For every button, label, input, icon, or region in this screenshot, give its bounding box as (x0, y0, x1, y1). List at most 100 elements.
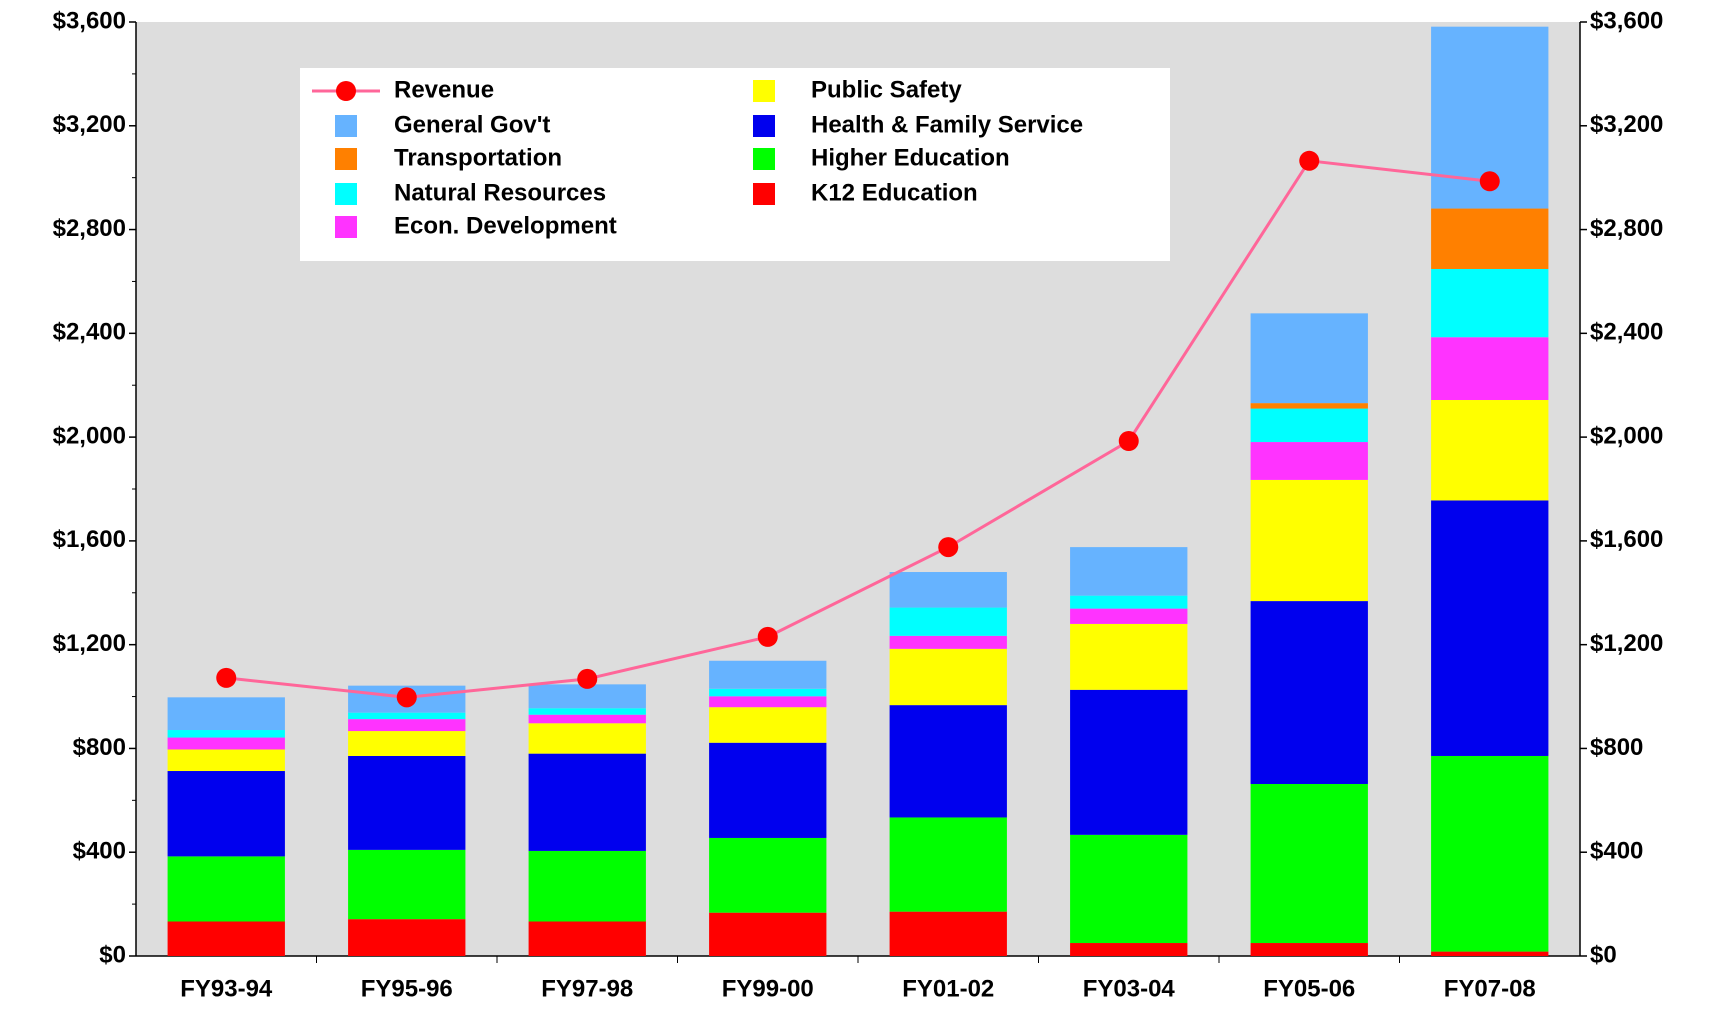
bar-segment (348, 919, 466, 956)
revenue-marker (757, 626, 778, 647)
bar-segment (1250, 479, 1368, 602)
bar-segment (709, 660, 827, 689)
y-tick-label: $2,800 (53, 215, 126, 242)
bar-segment (889, 635, 1007, 649)
y2-tick-label: $1,200 (1590, 630, 1663, 657)
bar-segment (709, 696, 827, 708)
legend (300, 68, 1170, 261)
legend-swatch (335, 216, 357, 238)
bar-segment (1431, 208, 1549, 269)
revenue-marker (1479, 171, 1500, 192)
bar-segment (1250, 601, 1368, 784)
y-tick-label: $2,000 (53, 422, 126, 449)
y-tick-label: $3,600 (53, 7, 126, 34)
revenue-marker (577, 668, 598, 689)
bar-segment (528, 708, 646, 715)
bar-segment (1070, 943, 1188, 956)
bar-segment (1431, 268, 1549, 338)
x-tick-label: FY03-04 (1083, 975, 1176, 1002)
bar-segment (1250, 403, 1368, 409)
bar-segment (709, 742, 827, 838)
y-tick-label: $3,200 (53, 111, 126, 138)
revenue-line (226, 159, 1490, 699)
y-tick-label: $0 (99, 941, 126, 968)
x-tick-label: FY97-98 (541, 975, 633, 1002)
bar-segment (709, 707, 827, 743)
bar-segment (1431, 400, 1549, 501)
bar-segment (167, 730, 285, 738)
bar-segment (889, 648, 1007, 706)
bar-segment (1250, 943, 1368, 956)
y2-tick-label: $2,000 (1590, 422, 1663, 449)
revenue-marker (216, 667, 237, 688)
bar-segment (1431, 951, 1549, 956)
bar-segment (348, 712, 466, 720)
y2-tick-label: $400 (1590, 838, 1643, 865)
bar-segment (167, 697, 285, 731)
legend-label: Public Safety (811, 76, 962, 103)
bar-segment (889, 911, 1007, 956)
legend-label: Revenue (394, 76, 494, 103)
legend-swatch (335, 115, 357, 137)
bar-segment (528, 684, 646, 709)
legend-swatch (753, 183, 775, 205)
x-tick-label: FY01-02 (902, 975, 994, 1002)
legend-label: Health & Family Service (811, 111, 1083, 138)
bar-segment (528, 723, 646, 754)
y-tick-label: $2,400 (53, 319, 126, 346)
revenue-marker (1118, 431, 1139, 452)
legend-label: Higher Education (811, 144, 1010, 171)
legend-label: K12 Education (811, 179, 978, 206)
y-tick-label: $800 (73, 734, 126, 761)
bar-segment (1250, 408, 1368, 443)
y2-tick-label: $3,600 (1590, 7, 1663, 34)
y-tick-label: $400 (73, 838, 126, 865)
bar-segment (1070, 595, 1188, 609)
bar-segment (167, 771, 285, 857)
bar-segment (528, 753, 646, 851)
bar-segment (528, 714, 646, 724)
bar-segment (1431, 755, 1549, 952)
bar-segment (889, 817, 1007, 912)
y2-tick-label: $2,800 (1590, 215, 1663, 242)
bar-segment (1070, 608, 1188, 624)
y2-tick-label: $2,400 (1590, 319, 1663, 346)
revenue-marker (938, 537, 959, 558)
bar-segment (889, 607, 1007, 636)
legend-swatch (335, 148, 357, 170)
legend-swatch (753, 80, 775, 102)
bar-segment (709, 688, 827, 697)
bar-segment (348, 731, 466, 756)
legend-swatch (335, 183, 357, 205)
bar-segment (889, 572, 1007, 608)
bar-segment (1250, 442, 1368, 480)
bar-segment (709, 912, 827, 956)
bar-segment (348, 849, 466, 920)
legend-label: Transportation (394, 144, 562, 171)
legend-swatch (753, 148, 775, 170)
revenue-marker (1299, 150, 1320, 171)
y2-tick-label: $1,600 (1590, 526, 1663, 553)
bar-segment (1250, 313, 1368, 404)
bar-segment (167, 749, 285, 772)
legend-swatch (753, 115, 775, 137)
legend-label: Econ. Development (394, 212, 617, 239)
bar-segment (528, 921, 646, 956)
bar-segment (1431, 500, 1549, 756)
bar-segment (348, 755, 466, 850)
y2-tick-label: $3,200 (1590, 111, 1663, 138)
x-tick-label: FY93-94 (180, 975, 273, 1002)
legend-label: Natural Resources (394, 179, 606, 206)
bar-segment (1070, 834, 1188, 944)
x-tick-label: FY95-96 (361, 975, 453, 1002)
bar-segment (709, 837, 827, 913)
legend-marker (336, 81, 356, 101)
bar-segment (1070, 547, 1188, 596)
bar-segment (167, 921, 285, 956)
bar-segment (1070, 623, 1188, 690)
y-tick-label: $1,200 (53, 630, 126, 657)
y2-tick-label: $0 (1590, 941, 1617, 968)
x-tick-label: FY07-08 (1444, 975, 1536, 1002)
bar-segment (889, 705, 1007, 818)
